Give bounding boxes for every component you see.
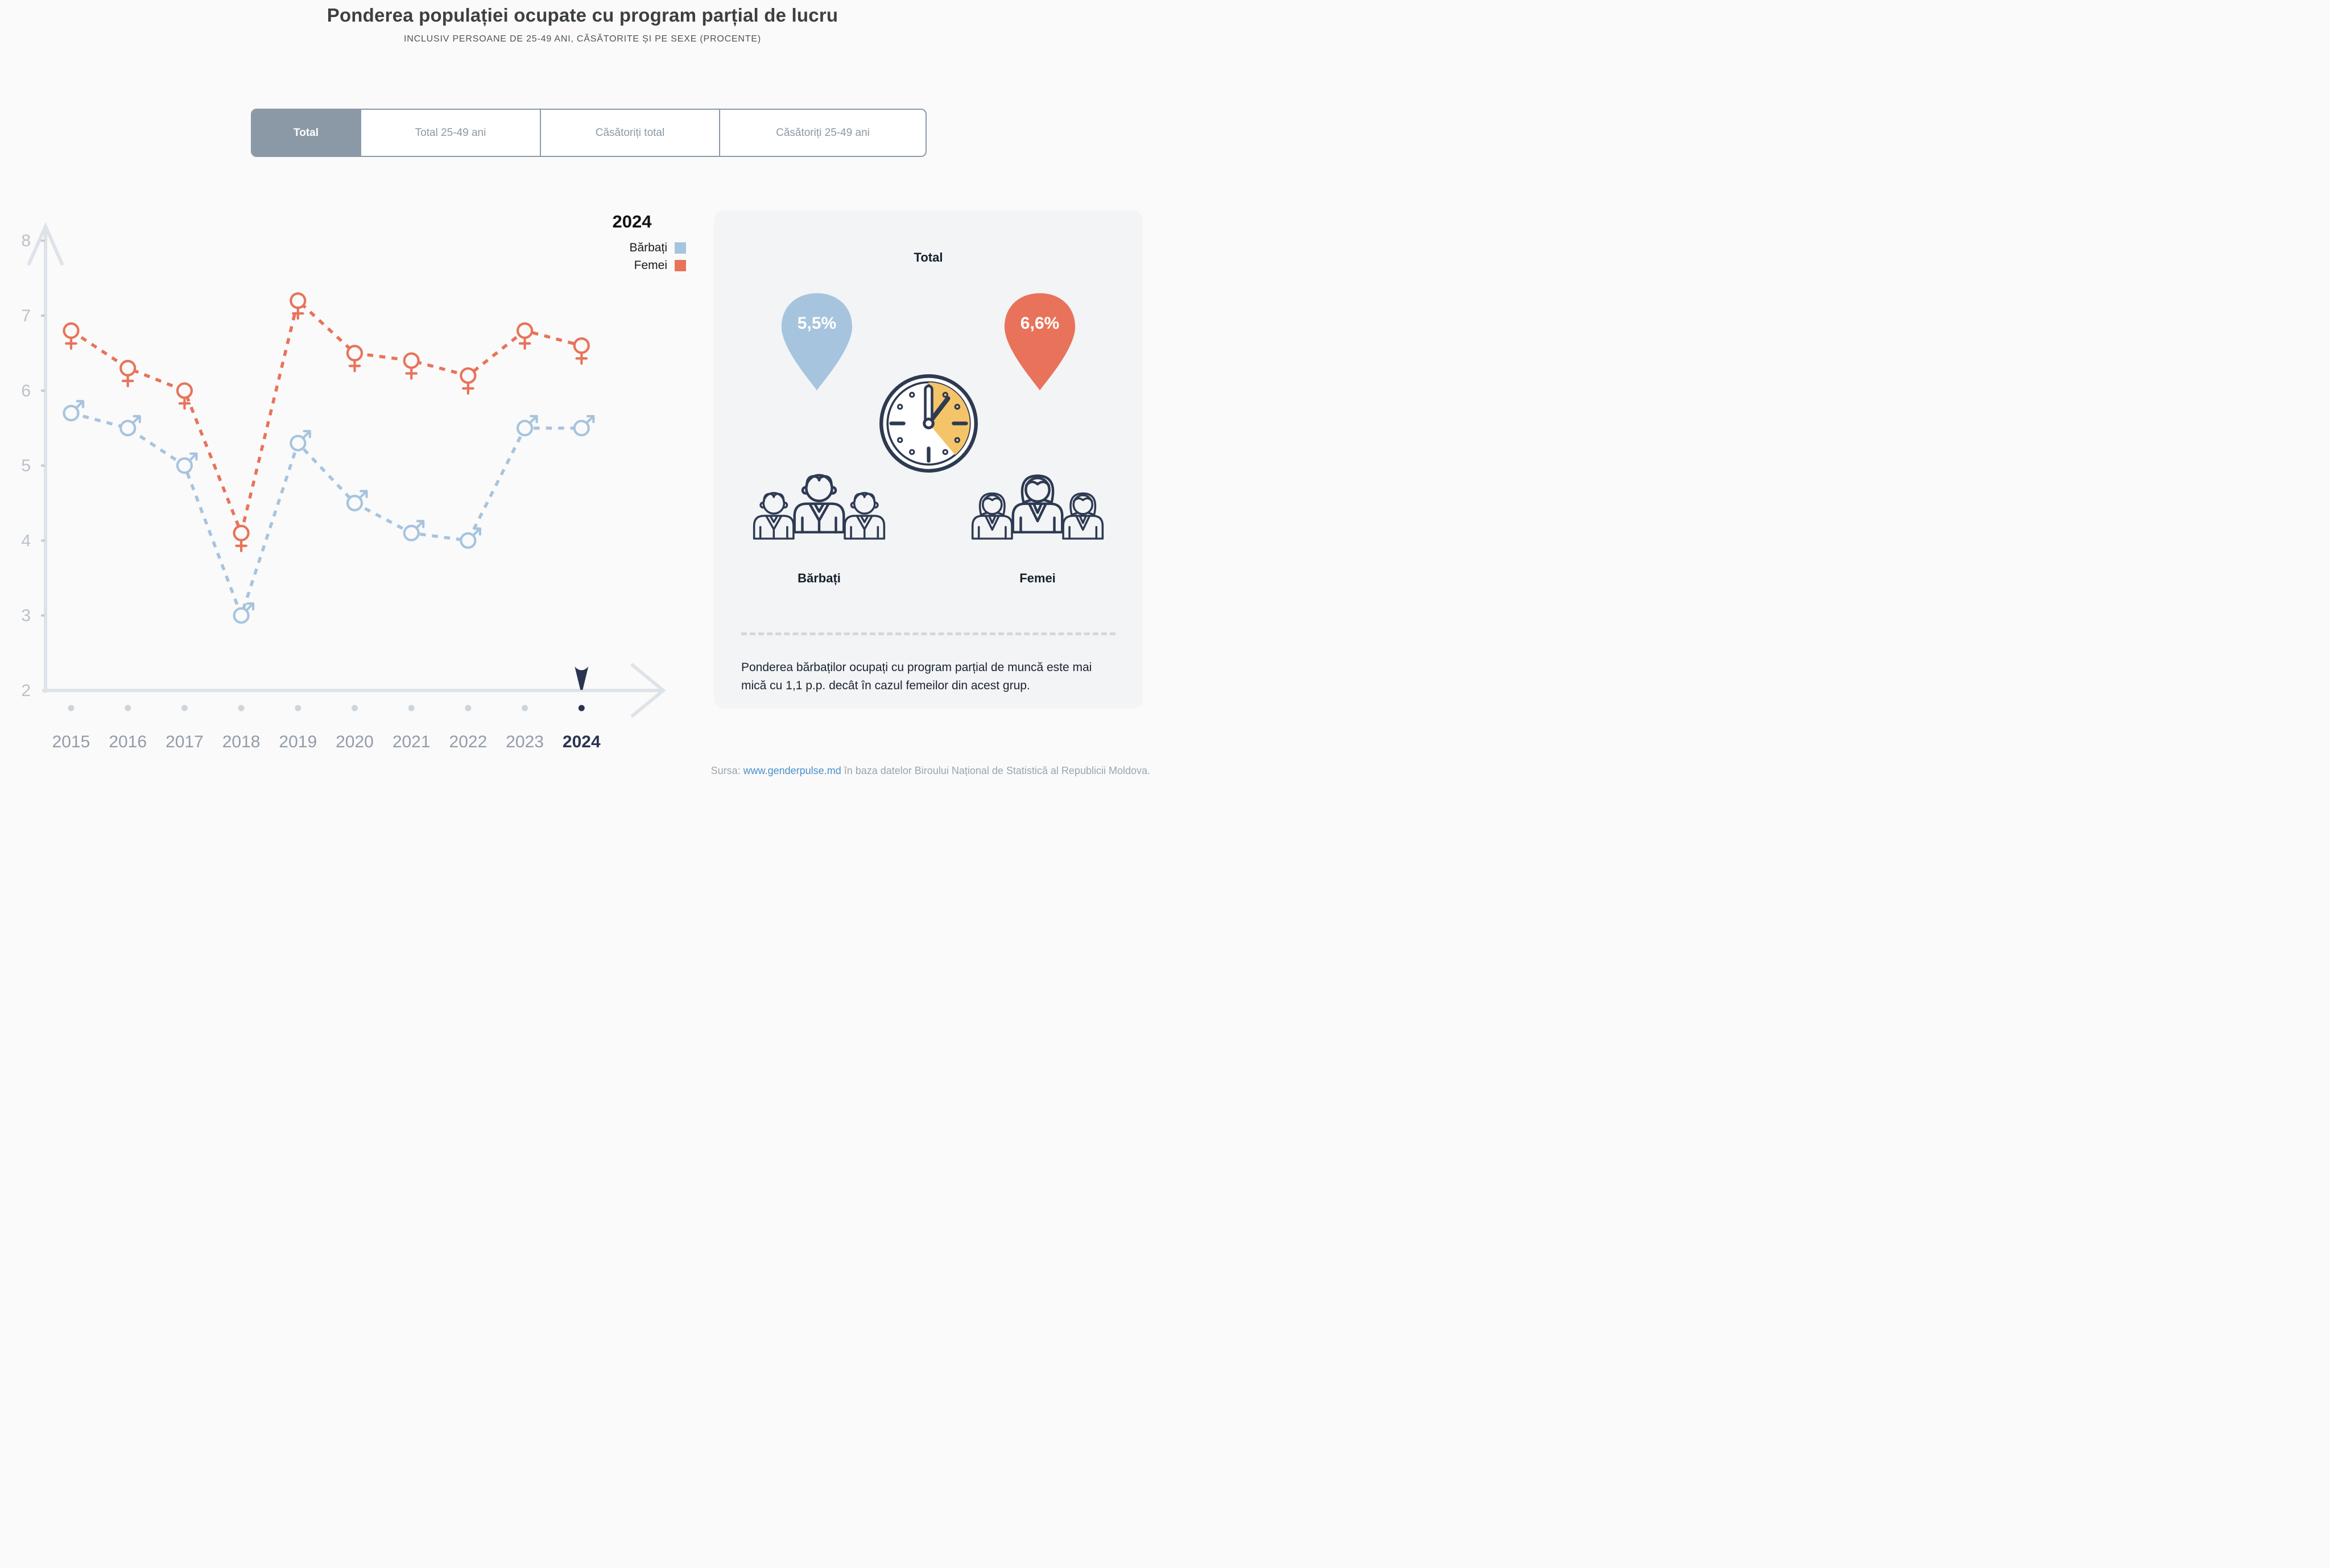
svg-text:3: 3 <box>21 606 31 625</box>
svg-text:2: 2 <box>21 681 31 700</box>
svg-text:2018: 2018 <box>222 733 261 751</box>
male-pin: 5,5% <box>778 290 856 394</box>
female-value: 6,6% <box>1020 314 1060 333</box>
svg-text:2017: 2017 <box>166 733 204 751</box>
female-marker-2021[interactable] <box>403 352 420 380</box>
legend-label: Bărbați <box>629 241 667 254</box>
chart-legend: 2024 Bărbați Femei <box>586 212 686 276</box>
female-group-label: Femei <box>1019 571 1056 585</box>
legend-item-femei[interactable]: Femei <box>586 259 686 272</box>
year-2023[interactable]: 2023 <box>506 705 544 752</box>
tab-c-s-tori-i-total[interactable]: Căsătoriți total <box>540 110 719 156</box>
dashed-divider <box>741 632 1116 635</box>
source-line: Sursa: www.genderpulse.md în baza datelo… <box>711 765 1150 777</box>
year-2017[interactable]: 2017 <box>166 705 204 752</box>
svg-text:8: 8 <box>21 231 31 250</box>
women-group-icon <box>971 464 1104 540</box>
male-pin-shape <box>781 293 853 391</box>
summary-note: Ponderea bărbaților ocupați cu program p… <box>741 661 1092 692</box>
female-marker-2016[interactable] <box>119 359 137 387</box>
female-marker-2019[interactable] <box>290 292 307 320</box>
tab-total-25-49-ani[interactable]: Total 25-49 ani <box>360 110 540 156</box>
male-marker-2020[interactable] <box>346 490 368 512</box>
male-marker-2022[interactable] <box>460 527 482 549</box>
male-marker-2015[interactable] <box>63 400 85 421</box>
year-2020[interactable]: 2020 <box>336 705 374 752</box>
series-line-male <box>71 411 582 620</box>
year-2015[interactable]: 2015 <box>52 705 90 752</box>
svg-text:2024: 2024 <box>563 733 601 751</box>
svg-text:2021: 2021 <box>393 733 431 751</box>
svg-text:2019: 2019 <box>279 733 317 751</box>
page: Ponderea populației ocupate cu program p… <box>0 0 1165 784</box>
svg-text:4: 4 <box>21 531 31 550</box>
y-tick-7: 7 <box>21 307 45 325</box>
male-marker-2019[interactable] <box>290 429 311 452</box>
clock-wedge <box>928 382 970 455</box>
female-marker-2023[interactable] <box>516 322 534 350</box>
year-2021[interactable]: 2021 <box>393 705 431 752</box>
page-subtitle: INCLUSIV PERSOANE DE 25-49 ANI, CĂSĂTORI… <box>404 34 761 44</box>
chart-area: 2 3 4 5 6 7 8 2015 2016 2017 2018 2019 2020 2021 2022 2… <box>10 200 701 775</box>
y-axis <box>27 222 64 693</box>
svg-text:2023: 2023 <box>506 733 544 751</box>
male-group-label: Bărbați <box>798 571 841 585</box>
y-tick-6: 6 <box>21 382 45 400</box>
female-marker-2017[interactable] <box>176 382 193 410</box>
male-marker-2017[interactable] <box>176 452 198 474</box>
year-2016[interactable]: 2016 <box>109 705 147 752</box>
legend-swatch <box>675 242 686 254</box>
year-2022[interactable]: 2022 <box>449 705 488 752</box>
male-marker-2023[interactable] <box>516 415 538 437</box>
male-marker-2024[interactable] <box>573 415 595 437</box>
svg-text:6: 6 <box>21 382 31 400</box>
male-marker-2021[interactable] <box>403 520 425 541</box>
y-tick-5: 5 <box>21 457 45 475</box>
y-axis-arrow-icon <box>27 222 64 266</box>
svg-text:5: 5 <box>21 457 31 475</box>
legend-swatch <box>675 260 686 271</box>
year-2019[interactable]: 2019 <box>279 705 317 752</box>
men-group-icon <box>753 464 886 540</box>
y-tick-2: 2 <box>21 681 31 700</box>
female-marker-2022[interactable] <box>460 367 477 395</box>
male-marker-2016[interactable] <box>119 415 141 437</box>
legend-year: 2024 <box>612 212 652 231</box>
x-axis-arrow-icon <box>630 663 666 718</box>
legend-label: Femei <box>634 259 667 272</box>
source-prefix: Sursa: <box>710 765 743 776</box>
clock-icon <box>879 374 978 473</box>
svg-text:2015: 2015 <box>52 733 90 751</box>
female-marker-2020[interactable] <box>346 345 363 373</box>
source-link[interactable]: www.genderpulse.md <box>743 765 841 776</box>
female-pin: 6,6% <box>1001 290 1079 394</box>
svg-text:2020: 2020 <box>336 733 374 751</box>
summary-card-title: Total <box>914 250 943 264</box>
legend-item-bărbați[interactable]: Bărbați <box>586 241 686 255</box>
male-marker-2018[interactable] <box>233 602 255 624</box>
female-marker-2015[interactable] <box>63 322 80 350</box>
tab-total[interactable]: Total <box>252 110 360 156</box>
x-axis <box>42 663 666 718</box>
year-2024[interactable]: 2024 <box>563 705 601 752</box>
year-2018[interactable]: 2018 <box>222 705 261 752</box>
y-tick-4: 4 <box>21 531 45 550</box>
female-marker-2024[interactable] <box>573 337 590 365</box>
y-tick-3: 3 <box>21 606 45 625</box>
page-title: Ponderea populației ocupate cu program p… <box>327 5 838 26</box>
tab-bar: Total Total 25-49 ani Căsătoriți total Căsă… <box>251 109 927 157</box>
svg-text:7: 7 <box>21 307 31 325</box>
male-value: 5,5% <box>797 314 837 333</box>
line-chart: 2 3 4 5 6 7 8 2015 2016 2017 2018 2019 2020 2021 2022 2… <box>21 222 666 752</box>
female-pin-shape <box>1004 293 1076 391</box>
tab-c-s-tori-i-25-49-ani[interactable]: Căsătoriți 25-49 ani <box>719 110 926 156</box>
svg-text:2022: 2022 <box>449 733 488 751</box>
series-line-female <box>70 297 582 539</box>
svg-text:2016: 2016 <box>109 733 147 751</box>
source-suffix: în baza datelor Biroului Național de Sta… <box>841 765 1150 776</box>
y-tick-8: 8 <box>21 231 45 250</box>
summary-card: Total 5,5% 6,6% <box>714 210 1143 709</box>
female-marker-2018[interactable] <box>233 524 250 552</box>
selected-year-pointer <box>575 667 589 690</box>
